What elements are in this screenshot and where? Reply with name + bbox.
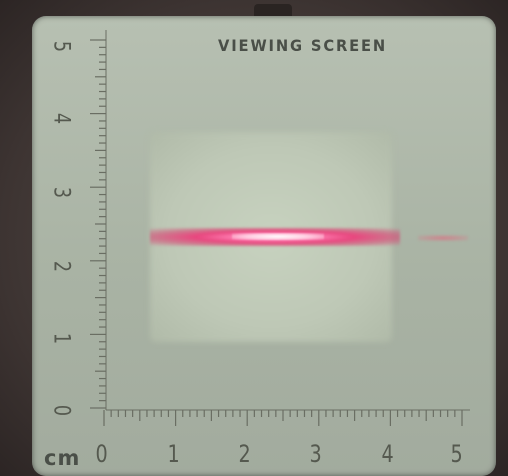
v-scale-3: 3 (48, 186, 74, 199)
unit-label: cm (44, 446, 81, 470)
v-scale-0: 0 (48, 404, 74, 417)
laser-line-tail (418, 235, 468, 241)
h-scale-1: 1 (167, 440, 180, 468)
laser-line-core (232, 233, 324, 240)
screen-title: VIEWING SCREEN (218, 36, 388, 55)
h-scale-5: 5 (450, 440, 463, 468)
v-scale-1: 1 (48, 332, 74, 345)
h-scale-4: 4 (381, 440, 394, 468)
h-scale-2: 2 (238, 440, 251, 468)
v-scale-2: 2 (48, 260, 74, 273)
h-scale-0: 0 (95, 440, 108, 468)
v-scale-4: 4 (48, 112, 74, 125)
h-scale-3: 3 (309, 440, 322, 468)
v-scale-5: 5 (48, 40, 74, 53)
